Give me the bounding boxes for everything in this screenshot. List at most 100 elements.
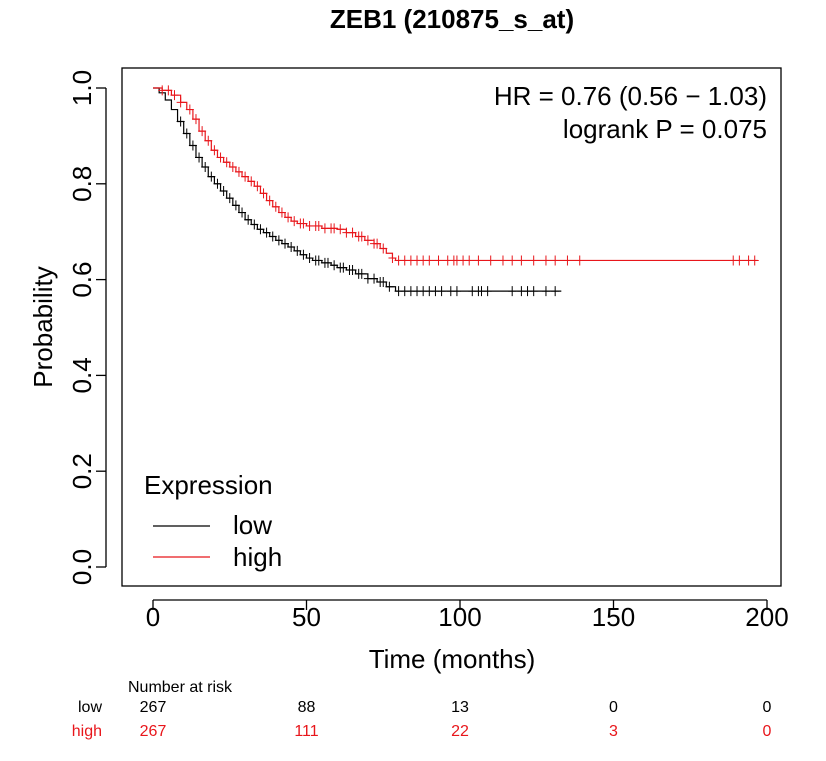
censor-mark-high: [357, 231, 366, 242]
risk-row-label-high: high: [72, 723, 102, 740]
censor-mark-high: [259, 188, 268, 199]
censor-mark-low: [541, 286, 550, 297]
censor-mark-low: [262, 227, 271, 238]
censor-mark-low: [529, 286, 538, 297]
censor-mark-low: [437, 286, 446, 297]
censor-mark-low: [268, 231, 277, 242]
censor-mark-high: [265, 195, 274, 206]
censor-mark-low: [508, 286, 517, 297]
risk-value-low: 0: [609, 699, 618, 716]
censor-mark-high: [185, 104, 194, 115]
censor-mark-high: [563, 255, 572, 266]
censor-mark-low: [483, 286, 492, 297]
censor-mark-high: [222, 157, 231, 168]
censor-mark-high: [434, 255, 443, 266]
censor-mark-low: [213, 178, 222, 189]
censor-mark-low: [256, 224, 265, 235]
censor-mark-low: [238, 207, 247, 218]
risk-value-high: 267: [140, 723, 167, 740]
censor-mark-low: [330, 260, 339, 271]
censor-mark-high: [204, 135, 213, 146]
y-tick-label: 0.4: [67, 357, 97, 393]
censor-mark-high: [234, 166, 243, 177]
legend-title: Expression: [144, 470, 273, 500]
censor-mark-high: [277, 207, 286, 218]
logrank-text: logrank P = 0.075: [563, 114, 767, 144]
censor-mark-high: [465, 255, 474, 266]
censor-mark-high: [284, 212, 293, 223]
censor-mark-low: [385, 281, 394, 292]
censor-mark-low: [299, 249, 308, 260]
censor-mark-high: [216, 152, 225, 163]
risk-value-high: 111: [294, 723, 318, 740]
hazard-ratio-text: HR = 0.76 (0.56 − 1.03): [494, 81, 767, 111]
y-tick-label: 0.8: [67, 166, 97, 202]
censor-mark-low: [188, 140, 197, 151]
censor-mark-low: [370, 273, 379, 284]
censor-mark-high: [486, 255, 495, 266]
censor-mark-low: [339, 262, 348, 273]
censor-mark-low: [195, 152, 204, 163]
x-axis: 0 50 100 150 200: [146, 599, 789, 632]
censor-mark-high: [210, 145, 219, 156]
y-tick-label: 0.2: [67, 453, 97, 489]
y-tick-label: 0.0: [67, 549, 97, 585]
censor-mark-low: [182, 128, 191, 139]
chart-title: ZEB1 (210875_s_at): [330, 4, 574, 34]
censor-mark-low: [250, 219, 259, 230]
censor-mark-low: [244, 214, 253, 225]
risk-value-low: 0: [763, 699, 772, 716]
risk-table: Number at risk low 267 88 13 0 0 high 267 111 22 3…: [72, 679, 772, 740]
x-tick-label: 200: [745, 602, 788, 632]
risk-value-high: 0: [763, 723, 772, 740]
x-tick-label: 100: [438, 602, 481, 632]
survival-curves: [153, 85, 759, 297]
censor-mark-high: [336, 224, 345, 235]
censor-mark-high: [508, 255, 517, 266]
x-tick-label: 50: [292, 602, 321, 632]
censor-mark-low: [305, 253, 314, 264]
censor-mark-high: [425, 255, 434, 266]
censor-mark-low: [551, 286, 560, 297]
censor-mark-low: [357, 268, 366, 279]
censor-mark-low: [207, 171, 216, 182]
censor-mark-high: [330, 223, 339, 234]
censor-mark-high: [373, 238, 382, 249]
km-curve-high: [153, 87, 758, 262]
risk-value-high: 22: [451, 723, 469, 740]
censor-mark-low: [379, 276, 388, 287]
censor-mark-low: [323, 257, 332, 268]
censor-mark-high: [379, 243, 388, 254]
legend: Expression low high: [144, 470, 282, 572]
censor-mark-high: [241, 171, 250, 182]
risk-row-label-low: low: [78, 699, 102, 716]
censor-mark-high: [363, 235, 372, 246]
risk-value-low: 88: [298, 699, 316, 716]
y-tick-label: 0.6: [67, 262, 97, 298]
censor-mark-high: [529, 255, 538, 266]
censor-mark-high: [348, 227, 357, 238]
censor-mark-low: [231, 200, 240, 211]
risk-value-high: 3: [609, 723, 618, 740]
y-axis-label: Probability: [28, 266, 58, 387]
censor-mark-high: [517, 255, 526, 266]
censor-mark-low: [176, 116, 185, 127]
censor-mark-low: [219, 185, 228, 196]
censor-mark-high: [388, 253, 397, 264]
censor-mark-high: [176, 97, 185, 108]
plot-frame: [121, 67, 782, 587]
censor-mark-high: [164, 85, 173, 96]
x-tick-label: 150: [592, 602, 635, 632]
legend-label-low: low: [233, 510, 272, 540]
censor-mark-high: [575, 255, 584, 266]
censor-mark-high: [271, 201, 280, 212]
censor-mark-low: [293, 245, 302, 256]
censor-mark-high: [253, 181, 262, 192]
risk-value-low: 267: [140, 699, 167, 716]
censor-mark-high: [299, 218, 308, 229]
censor-mark-low: [225, 193, 234, 204]
censor-mark-high: [314, 220, 323, 231]
censor-mark-high: [498, 255, 507, 266]
censor-mark-low: [281, 238, 290, 249]
y-axis: 0.0 0.2 0.4 0.6 0.8 1.0: [67, 70, 107, 585]
